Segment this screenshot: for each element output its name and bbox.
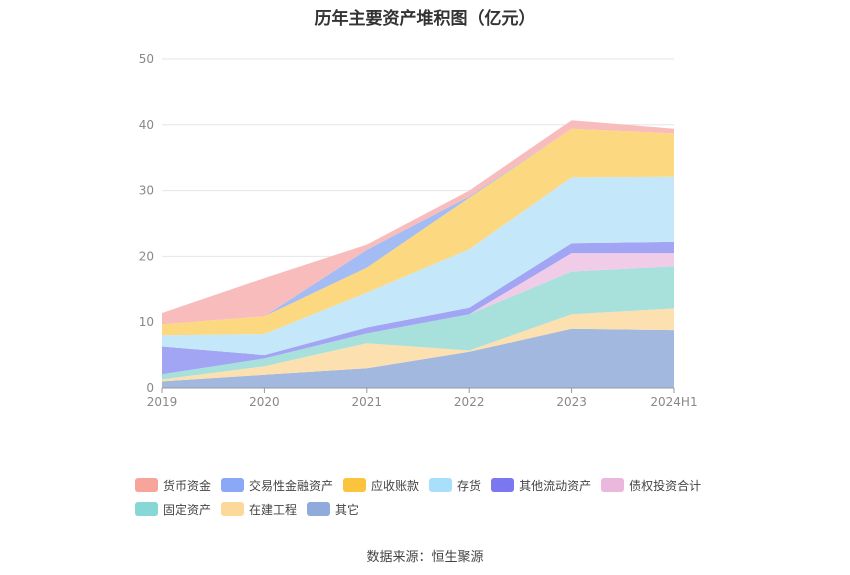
legend-label: 货币资金: [163, 478, 212, 493]
legend: 货币资金 交易性金融资产 应收账款 存货 其他流动资产 债权投资合计固定资产 在建工程 其它: [135, 473, 735, 521]
legend-item[interactable]: 其它: [307, 501, 359, 518]
y-tick-label: 40: [139, 118, 154, 132]
legend-label: 在建工程: [249, 502, 298, 517]
legend-label: 应收账款: [371, 478, 420, 493]
source-note: 数据来源：恒生聚源: [366, 550, 484, 565]
legend-label: 其他流动资产: [519, 478, 592, 493]
legend-row: 固定资产 在建工程 其它: [135, 497, 735, 521]
legend-swatch: [135, 502, 158, 516]
legend-swatch: [601, 478, 625, 492]
legend-label: 其它: [335, 502, 360, 517]
x-tick-label: 2021: [352, 395, 383, 409]
chart-title: 历年主要资产堆积图（亿元）: [314, 9, 536, 29]
area-series-layer: [162, 120, 674, 388]
legend-item[interactable]: 存货: [429, 477, 481, 494]
x-tick-label: 2019: [147, 395, 178, 409]
area-series-6: [162, 128, 674, 336]
legend-item[interactable]: 应收账款: [343, 477, 419, 494]
legend-swatch: [135, 478, 158, 492]
area-series-7: [162, 128, 674, 325]
legend-item[interactable]: 债权投资合计: [601, 477, 701, 494]
legend-item[interactable]: 其他流动资产: [491, 477, 591, 494]
area-series-5: [162, 176, 674, 356]
y-tick-label: 30: [139, 184, 154, 198]
legend-label: 存货: [457, 478, 482, 493]
x-tick-label: 2024H1: [650, 395, 697, 409]
area-series-1: [162, 308, 674, 382]
legend-swatch: [221, 478, 245, 492]
area-series-8: [162, 120, 674, 325]
legend-label: 固定资产: [163, 502, 212, 517]
y-tick-label: 50: [139, 52, 154, 66]
legend-swatch: [429, 478, 453, 492]
area-series-4: [162, 241, 674, 375]
legend-label: 债权投资合计: [629, 478, 702, 493]
legend-item[interactable]: 在建工程: [221, 501, 297, 518]
area-series-0: [162, 328, 674, 388]
legend-item[interactable]: 货币资金: [135, 477, 211, 494]
legend-item[interactable]: 交易性金融资产: [221, 477, 333, 494]
axes: 0 10 20 30 40 50 2019 2020 2021 2022 2023 2024H1: [139, 52, 698, 409]
y-tick-label: 10: [139, 315, 154, 329]
legend-swatch: [307, 502, 331, 516]
area-series-3: [162, 253, 674, 375]
x-tick-label: 2020: [249, 395, 280, 409]
legend-swatch: [221, 502, 245, 516]
x-tick-label: 2023: [556, 395, 587, 409]
legend-swatch: [343, 478, 367, 492]
legend-row: 货币资金 交易性金融资产 应收账款 存货 其他流动资产 债权投资合计: [135, 473, 735, 497]
x-tick-label: 2022: [454, 395, 485, 409]
y-tick-label: 0: [146, 381, 154, 395]
legend-label: 交易性金融资产: [249, 478, 334, 493]
area-series-2: [162, 266, 674, 380]
y-tick-label: 20: [139, 249, 154, 263]
legend-swatch: [491, 478, 515, 492]
legend-item[interactable]: 固定资产: [135, 501, 211, 518]
